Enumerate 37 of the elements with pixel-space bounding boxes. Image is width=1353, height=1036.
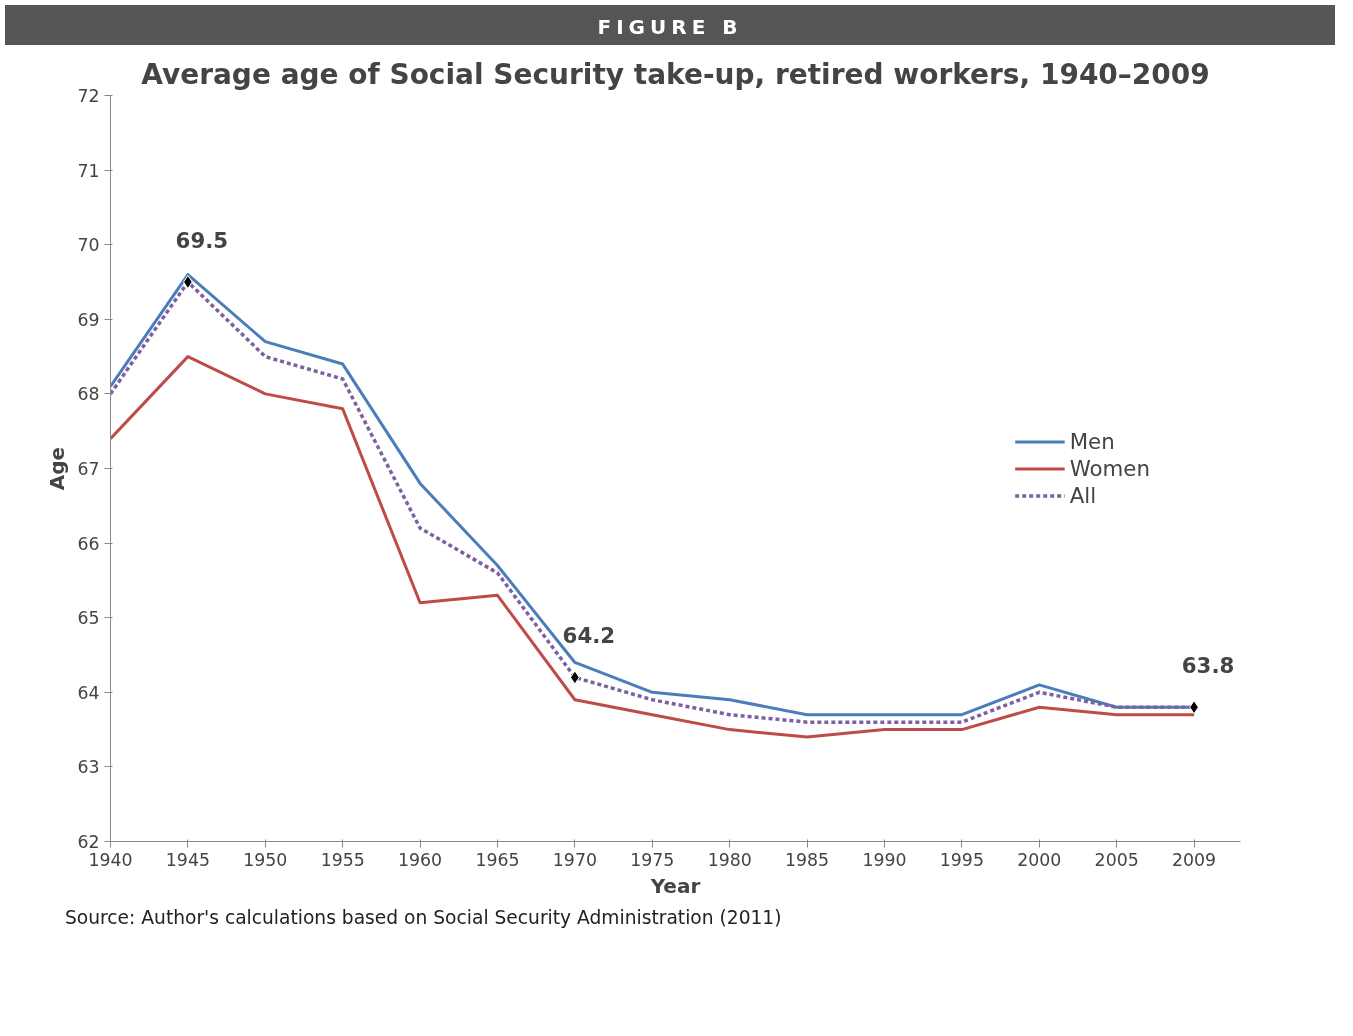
x-tick-label: 1970	[552, 849, 597, 870]
text: FIGURE B	[597, 14, 743, 41]
x-tick-label: 1990	[862, 849, 907, 870]
x-tick-label: 2009	[1172, 849, 1217, 870]
annotation: 69.5	[175, 228, 229, 253]
y-tick-label: 71	[77, 160, 100, 181]
x-tick-label: 1940	[88, 849, 133, 870]
x-tick-label: 1945	[165, 849, 210, 870]
legend-label: Men	[1069, 428, 1115, 454]
y-tick-label: 64	[77, 682, 100, 703]
y-tick-label: 65	[77, 608, 100, 629]
x-tick-label: 1965	[475, 849, 520, 870]
y-tick-label: 66	[77, 533, 100, 554]
x-tick-label: 1955	[320, 849, 365, 870]
x-tick-label: 2000	[1017, 849, 1062, 870]
y-tick-label: 63	[77, 757, 100, 778]
y-axis-title: Age	[45, 446, 70, 491]
x-tick-label: 1975	[630, 849, 675, 870]
x-tick-label: 2005	[1094, 849, 1139, 870]
legend-label: All	[1069, 482, 1097, 508]
y-tick-label: 68	[77, 384, 100, 405]
y-tick-label: 70	[77, 235, 100, 256]
y-tick-label: 67	[77, 459, 100, 479]
x-tick-label: 1995	[939, 849, 984, 870]
chart-title: Average age of Social Security take-up, retired workers, 1940–2009	[141, 57, 1210, 91]
x-tick-label: 1950	[243, 849, 288, 870]
x-axis-title: Year	[649, 873, 701, 898]
x-tick-label: 1980	[707, 849, 752, 870]
source-note: Source: Author's calculations based on Social Security Administration (2011)	[65, 906, 782, 930]
y-tick-label: 69	[77, 309, 100, 330]
x-tick-label: 1960	[398, 849, 443, 870]
y-tick-label: 62	[77, 832, 100, 852]
legend-label: Women	[1069, 455, 1150, 481]
annotation: 63.8	[1181, 653, 1235, 679]
y-tick-label: 72	[77, 86, 100, 106]
x-tick-label: 1985	[785, 849, 830, 870]
annotation: 64.2	[562, 623, 616, 649]
